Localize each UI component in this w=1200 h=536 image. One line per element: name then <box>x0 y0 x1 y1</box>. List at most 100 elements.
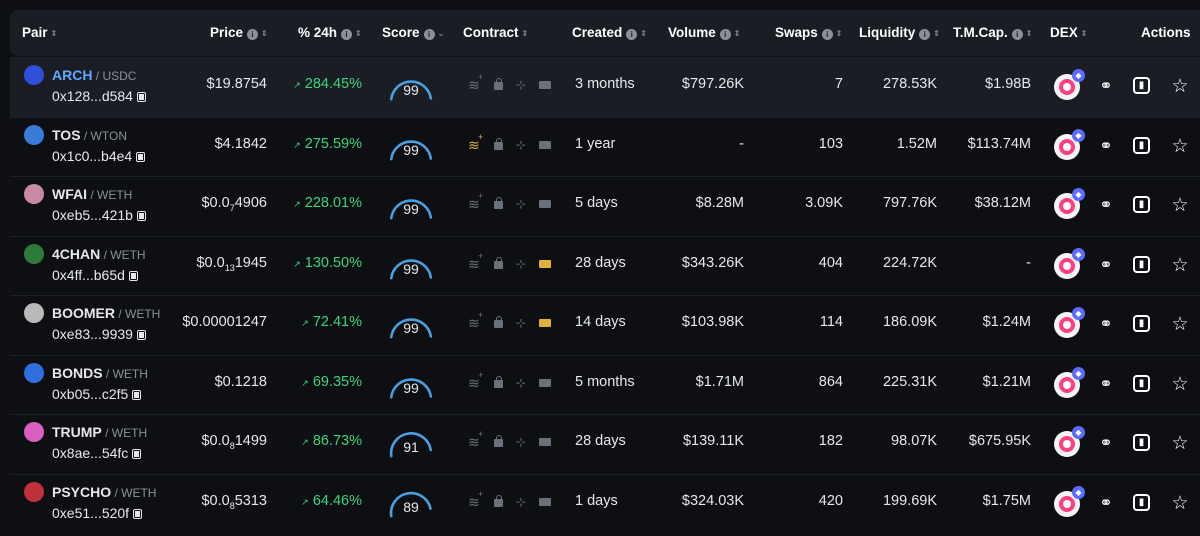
pair-name-link[interactable]: WFAI / WETH <box>52 186 132 202</box>
header-pair[interactable]: Pair ⇕ <box>22 10 57 56</box>
uniswap-icon[interactable]: ◆ <box>1054 491 1080 517</box>
table-row[interactable]: TRUMP / WETH 0x8ae...54fc $0.081499 ↗ 86.73%… <box>10 414 1200 474</box>
header-volume[interactable]: Volume i ⇕ <box>668 10 740 56</box>
pair-name-link[interactable]: TOS / WTON <box>52 127 127 143</box>
star-icon[interactable]: ☆ <box>1170 434 1190 454</box>
chart-icon[interactable]: ▮ <box>1133 375 1150 392</box>
score-value: 99 <box>388 320 434 336</box>
table-row[interactable]: PSYCHO / WETH 0xe51...520f $0.085313 ↗ 64.46… <box>10 474 1200 534</box>
chart-icon[interactable]: ▮ <box>1133 494 1150 511</box>
info-icon: i <box>626 29 637 40</box>
header-score[interactable]: Score i ⌄ <box>382 10 444 56</box>
copy-icon[interactable] <box>137 92 146 102</box>
plus-icon: + <box>478 191 483 201</box>
star-icon[interactable]: ☆ <box>1170 375 1190 395</box>
header-change[interactable]: % 24h i ⇕ <box>298 10 362 56</box>
copy-icon[interactable] <box>136 152 145 162</box>
pair-name-link[interactable]: BONDS / WETH <box>52 365 148 381</box>
pair-separator: / <box>111 486 121 500</box>
mcap-cell: $1.98B <box>985 76 1031 92</box>
change-value: 275.59% <box>305 136 362 152</box>
binoculars-icon[interactable]: ⚭ <box>1096 315 1116 335</box>
table-row[interactable]: TOS / WTON 0x1c0...b4e4 $4.1842 ↗ 275.59% 99 ≋… <box>10 117 1200 177</box>
header-dex[interactable]: DEX ⇕ <box>1050 10 1087 56</box>
address-text: 0x4ff...b65d <box>52 267 125 283</box>
change-cell: ↗ 72.41% <box>301 314 362 330</box>
pair-name-link[interactable]: ARCH / USDC <box>52 67 136 83</box>
copy-icon[interactable] <box>132 390 141 400</box>
table-row[interactable]: 4CHAN / WETH 0x4ff...b65d $0.0131945 ↗ 130.5… <box>10 236 1200 296</box>
binoculars-icon[interactable]: ⚭ <box>1096 196 1116 216</box>
chart-icon[interactable]: ▮ <box>1133 77 1150 94</box>
pair-name-link[interactable]: BOOMER / WETH <box>52 305 160 321</box>
cash-icon <box>539 498 551 506</box>
header-created[interactable]: Created i ⇕ <box>572 10 647 56</box>
pair-name-link[interactable]: PSYCHO / WETH <box>52 484 156 500</box>
header-mcap[interactable]: T.M.Cap. i ⇕ <box>953 10 1032 56</box>
copy-icon[interactable] <box>137 330 146 340</box>
arrow-up-icon: ↗ <box>301 437 309 447</box>
uniswap-logo <box>1059 258 1075 274</box>
chart-icon[interactable]: ▮ <box>1133 137 1150 154</box>
copy-icon[interactable] <box>129 271 138 281</box>
chart-icon[interactable]: ▮ <box>1133 434 1150 451</box>
binoculars-icon[interactable]: ⚭ <box>1096 375 1116 395</box>
pair-name-link[interactable]: TRUMP / WETH <box>52 424 147 440</box>
table-row[interactable]: WFAI / WETH 0xeb5...421b $0.074906 ↗ 228.01%… <box>10 176 1200 236</box>
score-value: 99 <box>388 82 434 98</box>
uniswap-icon[interactable]: ◆ <box>1054 74 1080 100</box>
network-icon: ⊹ <box>516 494 526 510</box>
header-contract[interactable]: Contract ⇕ <box>463 10 528 56</box>
copy-icon[interactable] <box>133 509 142 519</box>
header-swaps[interactable]: Swaps i ⇕ <box>775 10 842 56</box>
liquidity-cell: 186.09K <box>883 314 937 330</box>
address-text: 0x8ae...54fc <box>52 445 128 461</box>
arrow-up-icon: ↗ <box>301 318 309 328</box>
header-change-label: % 24h <box>298 25 337 40</box>
pair-separator: / <box>103 367 113 381</box>
uniswap-icon[interactable]: ◆ <box>1054 312 1080 338</box>
star-icon[interactable]: ☆ <box>1170 256 1190 276</box>
uniswap-icon[interactable]: ◆ <box>1054 431 1080 457</box>
uniswap-icon[interactable]: ◆ <box>1054 253 1080 279</box>
chart-icon[interactable]: ▮ <box>1133 256 1150 273</box>
chart-icon[interactable]: ▮ <box>1133 196 1150 213</box>
binoculars-icon[interactable]: ⚭ <box>1096 77 1116 97</box>
score-gauge: 99 <box>388 250 434 280</box>
star-icon[interactable]: ☆ <box>1170 315 1190 335</box>
pair-base: 4CHAN <box>52 246 100 262</box>
table-row[interactable]: ARCH / USDC 0x128...d584 $19.8754 ↗ 284.45% 9… <box>10 57 1200 117</box>
address-text: 0xe51...520f <box>52 505 129 521</box>
change-value: 86.73% <box>313 433 362 449</box>
binoculars-icon[interactable]: ⚭ <box>1096 494 1116 514</box>
binoculars-icon[interactable]: ⚭ <box>1096 256 1116 276</box>
sort-icon: ⇕ <box>1026 30 1033 38</box>
copy-icon[interactable] <box>132 449 141 459</box>
uniswap-icon[interactable]: ◆ <box>1054 193 1080 219</box>
star-icon[interactable]: ☆ <box>1170 77 1190 97</box>
star-icon[interactable]: ☆ <box>1170 196 1190 216</box>
copy-icon[interactable] <box>137 211 146 221</box>
header-price[interactable]: Price i ⇕ <box>210 10 268 56</box>
binoculars-icon[interactable]: ⚭ <box>1096 137 1116 157</box>
binoculars-icon[interactable]: ⚭ <box>1096 434 1116 454</box>
cash-icon <box>539 260 551 268</box>
network-icon: ⊹ <box>516 137 526 153</box>
change-cell: ↗ 284.45% <box>293 76 362 92</box>
pair-name-link[interactable]: 4CHAN / WETH <box>52 246 146 262</box>
uniswap-logo <box>1059 198 1075 214</box>
uniswap-icon[interactable]: ◆ <box>1054 134 1080 160</box>
table-row[interactable]: BONDS / WETH 0xb05...c2f5 $0.1218 ↗ 69.35% 99… <box>10 355 1200 415</box>
table-row[interactable]: BOOMER / WETH 0xe83...9939 $0.00001247 ↗ 72.… <box>10 295 1200 355</box>
address-text: 0xeb5...421b <box>52 207 133 223</box>
row-divider <box>10 236 1200 237</box>
star-icon[interactable]: ☆ <box>1170 137 1190 157</box>
change-cell: ↗ 275.59% <box>293 136 362 152</box>
uniswap-icon[interactable]: ◆ <box>1054 372 1080 398</box>
header-liquidity[interactable]: Liquidity i ⇕ <box>859 10 940 56</box>
chart-icon[interactable]: ▮ <box>1133 315 1150 332</box>
star-icon[interactable]: ☆ <box>1170 494 1190 514</box>
price-tail: 1499 <box>235 433 267 449</box>
pair-base: ARCH <box>52 67 92 83</box>
pair-base: TOS <box>52 127 81 143</box>
